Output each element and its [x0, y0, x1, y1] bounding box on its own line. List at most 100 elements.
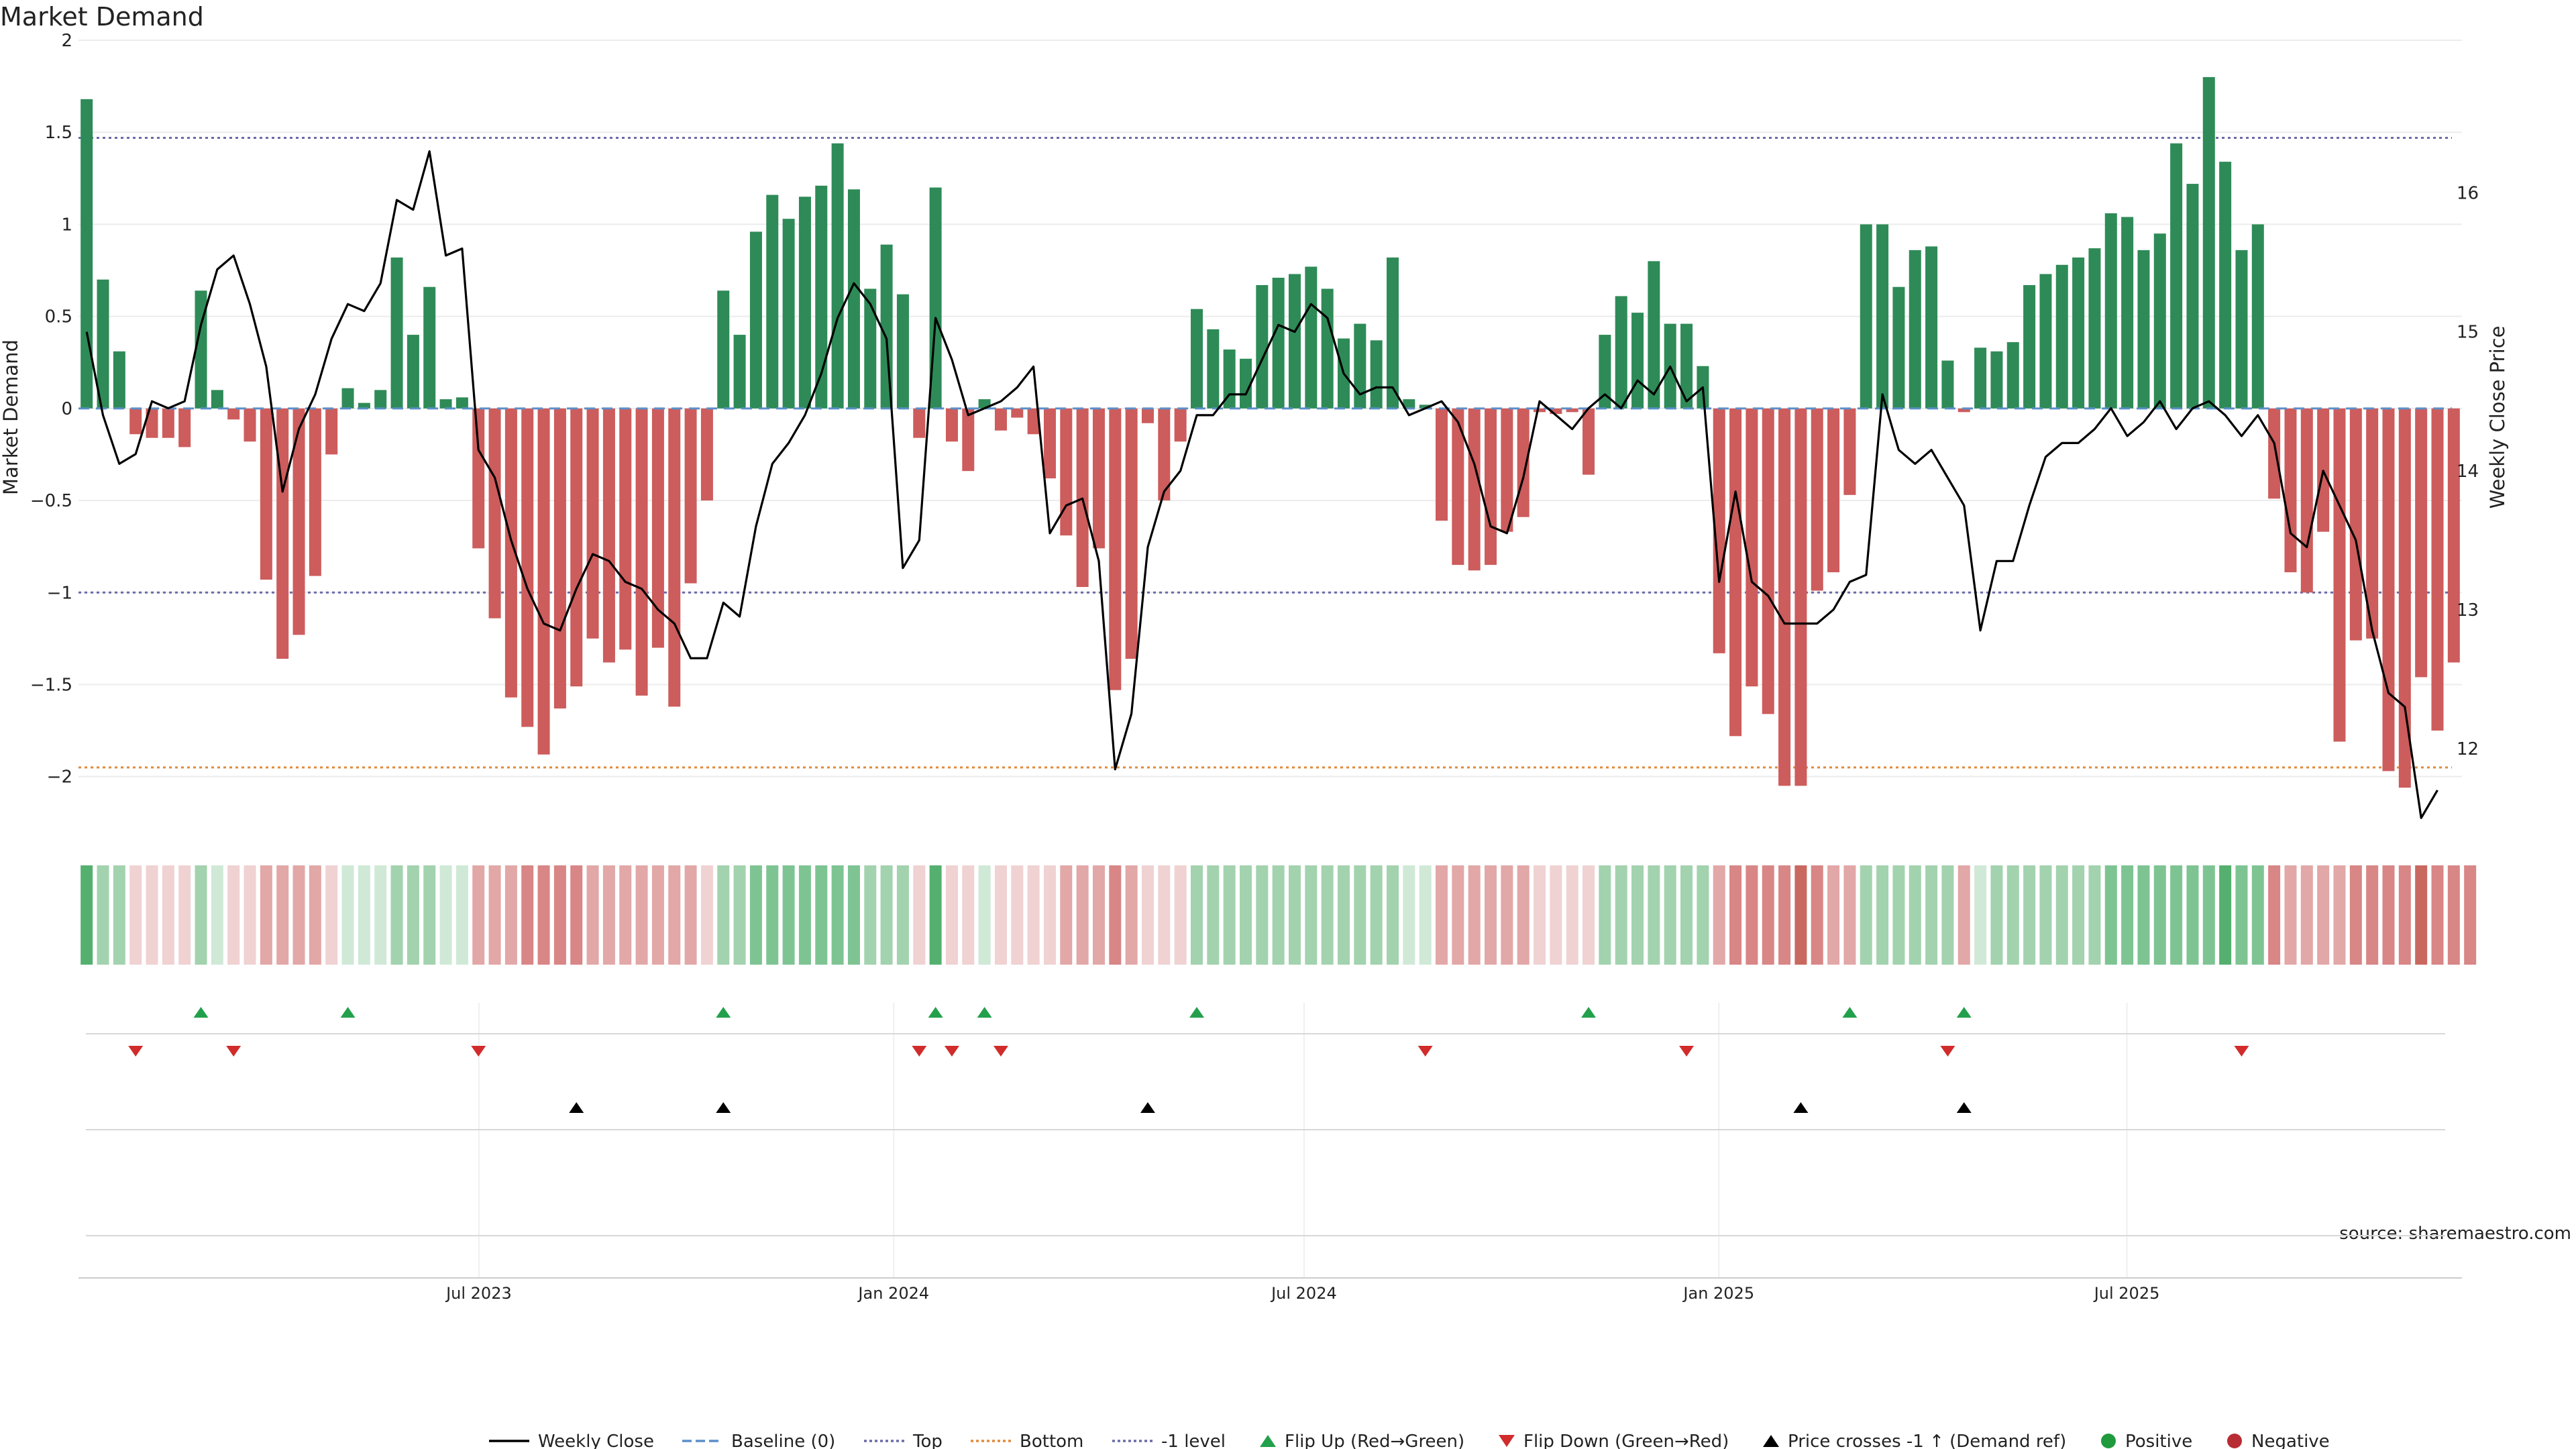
- flip-down-marker: [1417, 1046, 1433, 1057]
- demand-bar: [1452, 408, 1464, 566]
- demand-bar: [1370, 340, 1383, 409]
- heat-strip-cell: [1631, 865, 1644, 965]
- heat-strip-cell: [1468, 865, 1481, 965]
- flip-up-marker: [1842, 1007, 1858, 1018]
- flip-down-marker: [993, 1046, 1008, 1057]
- event-panel: [86, 1003, 2445, 1278]
- price-cross-marker: [1793, 1102, 1809, 1113]
- legend-label: Flip Down (Green→Red): [1523, 1432, 1729, 1449]
- demand-bar: [195, 290, 207, 409]
- heat-strip-cell: [1811, 865, 1823, 965]
- demand-bar: [1272, 278, 1285, 409]
- flip-down-marker: [912, 1046, 927, 1057]
- demand-bar: [700, 408, 713, 501]
- demand-bar: [1092, 408, 1105, 549]
- heat-strip-cell: [684, 865, 697, 965]
- flip-up-marker: [340, 1007, 356, 1018]
- demand-bar: [1501, 408, 1513, 532]
- heat-strip-cell: [1370, 865, 1383, 965]
- heat-strip-cell: [1501, 865, 1513, 965]
- demand-bar: [1566, 408, 1578, 413]
- demand-bar: [455, 397, 468, 409]
- demand-bar: [1321, 288, 1334, 409]
- demand-bar: [1599, 335, 1611, 409]
- demand-bar: [211, 390, 223, 409]
- demand-bar: [1827, 408, 1840, 573]
- heat-strip-cell: [2039, 865, 2052, 965]
- demand-bar: [1534, 408, 1546, 413]
- demand-bar: [2398, 408, 2411, 788]
- demand-bar: [260, 408, 272, 580]
- heat-strip-cell: [2447, 865, 2460, 965]
- demand-bar: [766, 195, 779, 409]
- heat-strip-cell: [1125, 865, 1138, 965]
- heat-strip-cell: [1990, 865, 2003, 965]
- y2-axis-label: Weekly Close Price: [2486, 326, 2509, 509]
- heat-strip-cell: [1436, 865, 1448, 965]
- demand-bar: [423, 286, 436, 409]
- demand-bar: [1794, 408, 1807, 786]
- demand-bar: [341, 388, 354, 409]
- demand-bar: [1141, 408, 1154, 423]
- heat-strip-cell: [2415, 865, 2428, 965]
- heat-strip-cell: [1141, 865, 1154, 965]
- demand-bar: [309, 408, 321, 576]
- heat-strip-cell: [1027, 865, 1040, 965]
- heat-strip-cell: [717, 865, 730, 965]
- legend-symbol: [1260, 1435, 1276, 1447]
- demand-bar: [2137, 250, 2150, 409]
- legend-symbol: [1499, 1435, 1515, 1447]
- heat-strip-cell: [2284, 865, 2297, 965]
- demand-bar: [2382, 408, 2395, 771]
- demand-bar: [896, 294, 909, 409]
- demand-bar: [1615, 296, 1627, 409]
- demand-bar: [1011, 408, 1024, 418]
- flip-down-marker: [944, 1046, 959, 1057]
- y2-axis-ticks: 16 15 14 13 12: [2457, 184, 2479, 759]
- legend-label: Weekly Close: [538, 1432, 654, 1449]
- heat-strip-cell: [227, 865, 240, 965]
- demand-bar: [2300, 408, 2313, 593]
- heat-strip-cell: [1076, 865, 1089, 965]
- heat-strip-cell: [2366, 865, 2379, 965]
- flip-up-marker: [977, 1007, 992, 1018]
- heat-strip-cell: [211, 865, 223, 965]
- heat-strip-cell: [309, 865, 321, 965]
- heat-strip-cell: [537, 865, 550, 965]
- heat-strip-cell: [1011, 865, 1024, 965]
- demand-bar: [749, 231, 762, 409]
- x-tick-label: Jul 2024: [1270, 1284, 1337, 1303]
- demand-bar: [635, 408, 648, 696]
- demand-bar: [684, 408, 697, 584]
- demand-bar: [1109, 408, 1122, 690]
- heat-strip-cell: [1239, 865, 1252, 965]
- heat-strip-cell: [1909, 865, 1921, 965]
- heat-strip-cell: [1190, 865, 1203, 965]
- heat-strip-cell: [553, 865, 566, 965]
- heat-strip-cell: [782, 865, 795, 965]
- y2-tick-label: 14: [2457, 462, 2479, 482]
- heat-strip-cell: [1272, 865, 1285, 965]
- legend-symbol: [1763, 1435, 1779, 1447]
- y2-tick-label: 16: [2457, 184, 2479, 204]
- heat-strip-cell: [635, 865, 648, 965]
- legend: Weekly Close Baseline (0) Top Bottom -1 leve…: [489, 1432, 2330, 1449]
- demand-bar: [1582, 408, 1595, 475]
- flip-down-marker: [226, 1046, 241, 1057]
- y-axis-label: Market Demand: [0, 339, 22, 495]
- demand-bar: [1892, 286, 1905, 409]
- heat-strip-cell: [1582, 865, 1595, 965]
- heat-strip-cell: [374, 865, 387, 965]
- heat-strip-cell: [1452, 865, 1464, 965]
- heat-strip-cell: [2349, 865, 2362, 965]
- demand-bar: [2366, 408, 2379, 639]
- demand-bar: [847, 189, 860, 409]
- demand-bar: [2284, 408, 2297, 573]
- demand-bar: [1811, 408, 1823, 591]
- heat-strip-cell: [2300, 865, 2313, 965]
- demand-bar: [80, 99, 93, 409]
- demand-bar: [2121, 217, 2134, 409]
- source-label: source: sharemaestro.com: [2339, 1224, 2571, 1244]
- heat-strip-cell: [2121, 865, 2134, 965]
- demand-bar: [945, 408, 958, 442]
